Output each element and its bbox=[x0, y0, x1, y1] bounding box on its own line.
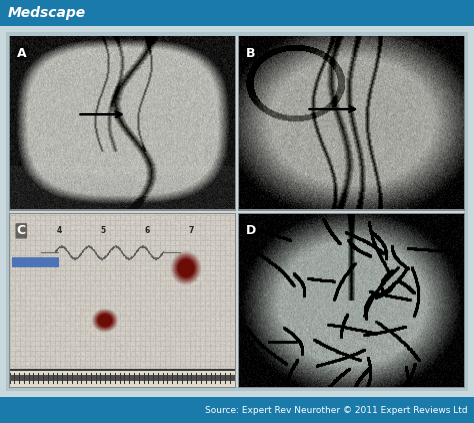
Bar bbox=[0, 397, 474, 423]
Bar bbox=[238, 36, 465, 211]
Text: Medscape: Medscape bbox=[8, 6, 86, 20]
Text: 4: 4 bbox=[57, 226, 62, 235]
Bar bbox=[10, 36, 464, 387]
Bar bbox=[0, 0, 474, 26]
Text: 5: 5 bbox=[101, 226, 106, 235]
Text: A: A bbox=[17, 47, 27, 60]
Bar bbox=[238, 213, 465, 388]
Text: 6: 6 bbox=[145, 226, 150, 235]
Text: 7: 7 bbox=[189, 226, 194, 235]
Text: C: C bbox=[17, 224, 26, 237]
Text: B: B bbox=[246, 47, 255, 60]
Bar bbox=[9, 213, 236, 388]
Bar bbox=[6, 32, 468, 391]
Text: Source: Expert Rev Neurother © 2011 Expert Reviews Ltd: Source: Expert Rev Neurother © 2011 Expe… bbox=[205, 406, 468, 415]
Text: D: D bbox=[246, 224, 256, 237]
Bar bbox=[9, 36, 236, 211]
